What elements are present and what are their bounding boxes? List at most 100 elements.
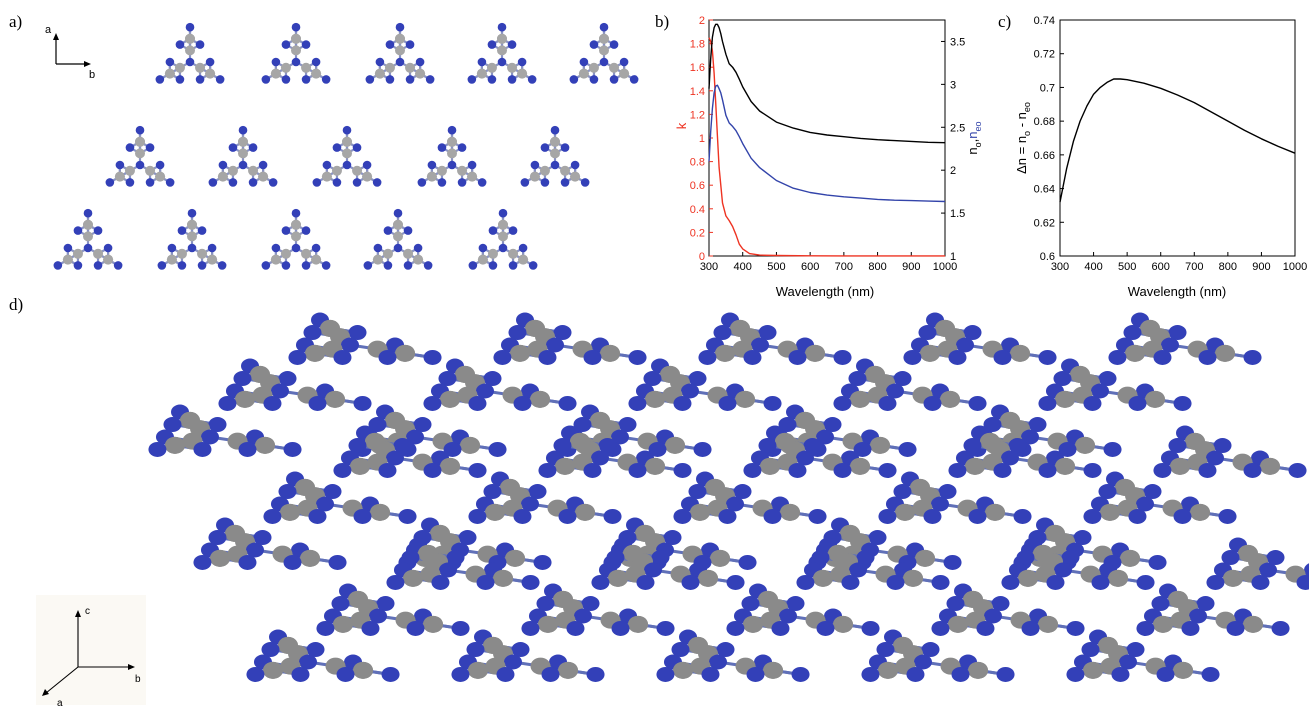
nitrogen-atom <box>583 349 602 365</box>
nitrogen-atom <box>378 462 397 478</box>
nitrogen-atom <box>263 508 282 524</box>
chart-b-ylabel-right: no,neo <box>965 121 983 154</box>
carbon-atom <box>325 390 346 408</box>
y-left-tick-label: 0.2 <box>690 227 705 239</box>
nitrogen-atom <box>876 642 895 658</box>
carbon-atom <box>352 165 363 176</box>
nitrogen-atom <box>906 666 925 682</box>
nitrogen-atom <box>1271 620 1290 636</box>
nitrogen-atom <box>673 395 692 411</box>
nitrogen-atom <box>1083 462 1102 478</box>
nitrogen-atom <box>570 160 580 170</box>
carbon-atom <box>467 661 488 679</box>
axis-label-b-d: b <box>135 674 141 685</box>
nitrogen-atom <box>816 429 834 445</box>
nitrogen-atom <box>1226 620 1245 636</box>
nitrogen-atom <box>248 178 258 187</box>
nitrogen-atom <box>918 325 937 341</box>
nitrogen-atom <box>197 261 207 270</box>
nitrogen-atom <box>833 462 852 478</box>
nitrogen-atom <box>193 441 212 457</box>
nitrogen-atom <box>105 178 115 187</box>
carbon-atom <box>1075 436 1096 454</box>
nitrogen-atom <box>558 395 577 411</box>
nitrogen-atom <box>1016 550 1035 566</box>
carbon-atom <box>370 503 391 521</box>
nitrogen-atom <box>508 261 518 270</box>
carbon-atom <box>599 45 609 56</box>
nitrogen-atom <box>1098 484 1117 500</box>
nitrogen-atom <box>1151 596 1170 612</box>
nitrogen-atom <box>779 608 797 624</box>
nitrogen-atom <box>581 596 600 612</box>
carbon-atom <box>1108 569 1129 587</box>
carbon-atom <box>493 569 514 587</box>
nitrogen-atom <box>681 383 699 399</box>
nitrogen-atom <box>948 462 967 478</box>
nitrogen-atom <box>796 450 814 466</box>
y-left-tick-label: 1.6 <box>690 62 705 74</box>
nitrogen-atom <box>466 642 485 658</box>
atom-layer <box>53 22 639 270</box>
carbon-atom <box>393 231 403 242</box>
carbon-atom <box>83 219 93 230</box>
nitrogen-atom <box>283 554 302 570</box>
nitrogen-atom <box>643 371 662 387</box>
carbon-atom <box>395 344 416 362</box>
panel-label-a: a) <box>9 12 23 31</box>
carbon-atom <box>919 344 940 362</box>
carbon-atom <box>384 62 395 73</box>
nitrogen-atom <box>372 178 382 187</box>
nitrogen-atom <box>861 666 880 682</box>
carbon-atom <box>1190 503 1211 521</box>
x-tick-label: 1000 <box>1283 261 1307 273</box>
carbon-atom <box>1152 615 1173 633</box>
nitrogen-atom <box>1189 608 1207 624</box>
nitrogen-atom <box>1153 349 1172 365</box>
carbon-atom <box>255 436 276 454</box>
nitrogen-atom <box>963 438 982 454</box>
nitrogen-atom <box>943 554 962 570</box>
nitrogen-atom <box>413 417 432 433</box>
nitrogen-atom <box>591 574 610 590</box>
nitrogen-atom <box>718 508 737 524</box>
carbon-atom <box>311 68 322 79</box>
carbon-atom <box>1099 503 1120 521</box>
x-tick-label: 500 <box>1118 261 1136 273</box>
nitrogen-atom <box>155 75 165 84</box>
nitrogen-atom <box>291 666 310 682</box>
carbon-atom <box>894 503 915 521</box>
chart-c-ticks: 300 400 500 600 700 800 900 1000 0.6 0.62 0.64 0.66… <box>1034 15 1308 273</box>
nitrogen-atom <box>681 574 700 590</box>
nitrogen-atom <box>1038 462 1057 478</box>
chart-b-ticks: 300 400 500 600 700 800 900 1000 0 0.2 0.4 0.6 0.8 1 1… <box>690 15 966 273</box>
nitrogen-atom <box>541 666 560 682</box>
carbon-atom <box>517 68 528 79</box>
nitrogen-atom <box>536 596 555 612</box>
nitrogen-atom <box>467 160 477 170</box>
nitrogen-atom <box>553 438 572 454</box>
stacked-layers <box>148 312 1309 682</box>
y-tick-label: 0.6 <box>1040 251 1055 263</box>
nitrogen-atom <box>201 429 219 445</box>
nitrogen-atom <box>1128 508 1147 524</box>
nitrogen-atom <box>540 143 550 152</box>
carbon-atom <box>280 62 291 73</box>
nitrogen-atom <box>644 562 662 578</box>
nitrogen-atom <box>261 261 271 270</box>
nitrogen-atom <box>903 349 922 365</box>
nitrogen-atom <box>316 496 334 512</box>
carbon-atom <box>331 165 342 176</box>
nitrogen-atom <box>468 508 487 524</box>
y-right-tick-label: 1 <box>950 251 956 263</box>
carbon-atom <box>698 569 719 587</box>
nitrogen-atom <box>311 243 321 253</box>
nitrogen-atom <box>1001 574 1020 590</box>
nitrogen-atom <box>743 349 762 365</box>
nitrogen-atom <box>629 75 639 84</box>
nitrogen-atom <box>288 349 307 365</box>
carbon-atom <box>207 254 218 265</box>
carbon-atom <box>1243 615 1264 633</box>
carbon-atom <box>291 231 301 242</box>
nitrogen-atom <box>1126 642 1145 658</box>
